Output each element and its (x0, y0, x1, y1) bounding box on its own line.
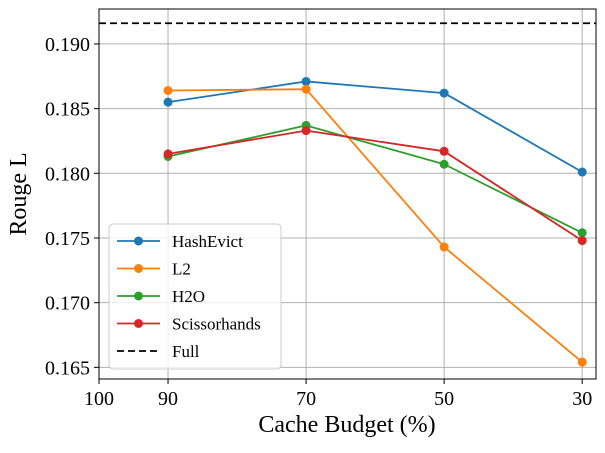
y-tick-label: 0.180 (45, 163, 90, 185)
y-tick-label: 0.190 (45, 34, 90, 56)
legend: HashEvict L2 H2O Scissorhands Full (108, 223, 282, 370)
legend-label-l2: L2 (172, 260, 191, 279)
data-point-hashevict (301, 76, 311, 86)
data-point-scissorhands (163, 149, 173, 159)
y-tick-label: 0.170 (45, 293, 90, 315)
data-point-hashevict (439, 88, 449, 98)
data-point-h2o (439, 159, 449, 169)
legend-marker-h2o (134, 291, 143, 301)
x-tick-label: 100 (84, 388, 114, 410)
legend-marker-scissorhands (134, 319, 143, 328)
legend-marker-l2 (134, 264, 143, 273)
legend-label-scissorhands: Scissorhands (172, 315, 261, 334)
series-line-scissorhands (167, 129, 583, 242)
x-tick-label: 50 (434, 388, 454, 410)
data-point-l2 (439, 242, 449, 252)
series-line-l2 (168, 88, 583, 363)
y-tick-label: 0.185 (45, 99, 90, 121)
tick-layer: 100 90 70 50 30 0.165 0.170 0.175 0.180 0.185 0.19… (45, 34, 592, 410)
series-line-h2o (167, 124, 583, 234)
legend-label-hashevict: HashEvict (172, 232, 243, 251)
data-point-l2 (577, 357, 587, 367)
series-line-hashevict (167, 80, 583, 173)
data-point-scissorhands (301, 126, 311, 136)
data-point-scissorhands (577, 236, 587, 246)
data-point-hashevict (163, 97, 173, 107)
x-tick-label: 70 (296, 388, 316, 410)
legend-label-h2o: H2O (172, 287, 205, 306)
data-point-h2o (577, 228, 587, 238)
y-tick-label: 0.165 (45, 357, 90, 379)
legend-box (108, 223, 282, 370)
x-tick-label: 30 (572, 388, 592, 410)
x-axis-label: Cache Budget (%) (258, 412, 435, 438)
legend-marker-hashevict (134, 236, 143, 246)
y-axis-label: Rouge L (6, 152, 32, 235)
data-point-hashevict (577, 167, 587, 177)
x-tick-label: 90 (158, 388, 178, 410)
y-tick-label: 0.175 (45, 228, 90, 250)
series-layer (163, 76, 587, 367)
legend-label-full: Full (172, 342, 200, 361)
data-point-l2 (163, 86, 173, 96)
data-point-scissorhands (439, 146, 449, 156)
plot-frame (98, 8, 597, 380)
data-point-l2 (301, 84, 311, 94)
